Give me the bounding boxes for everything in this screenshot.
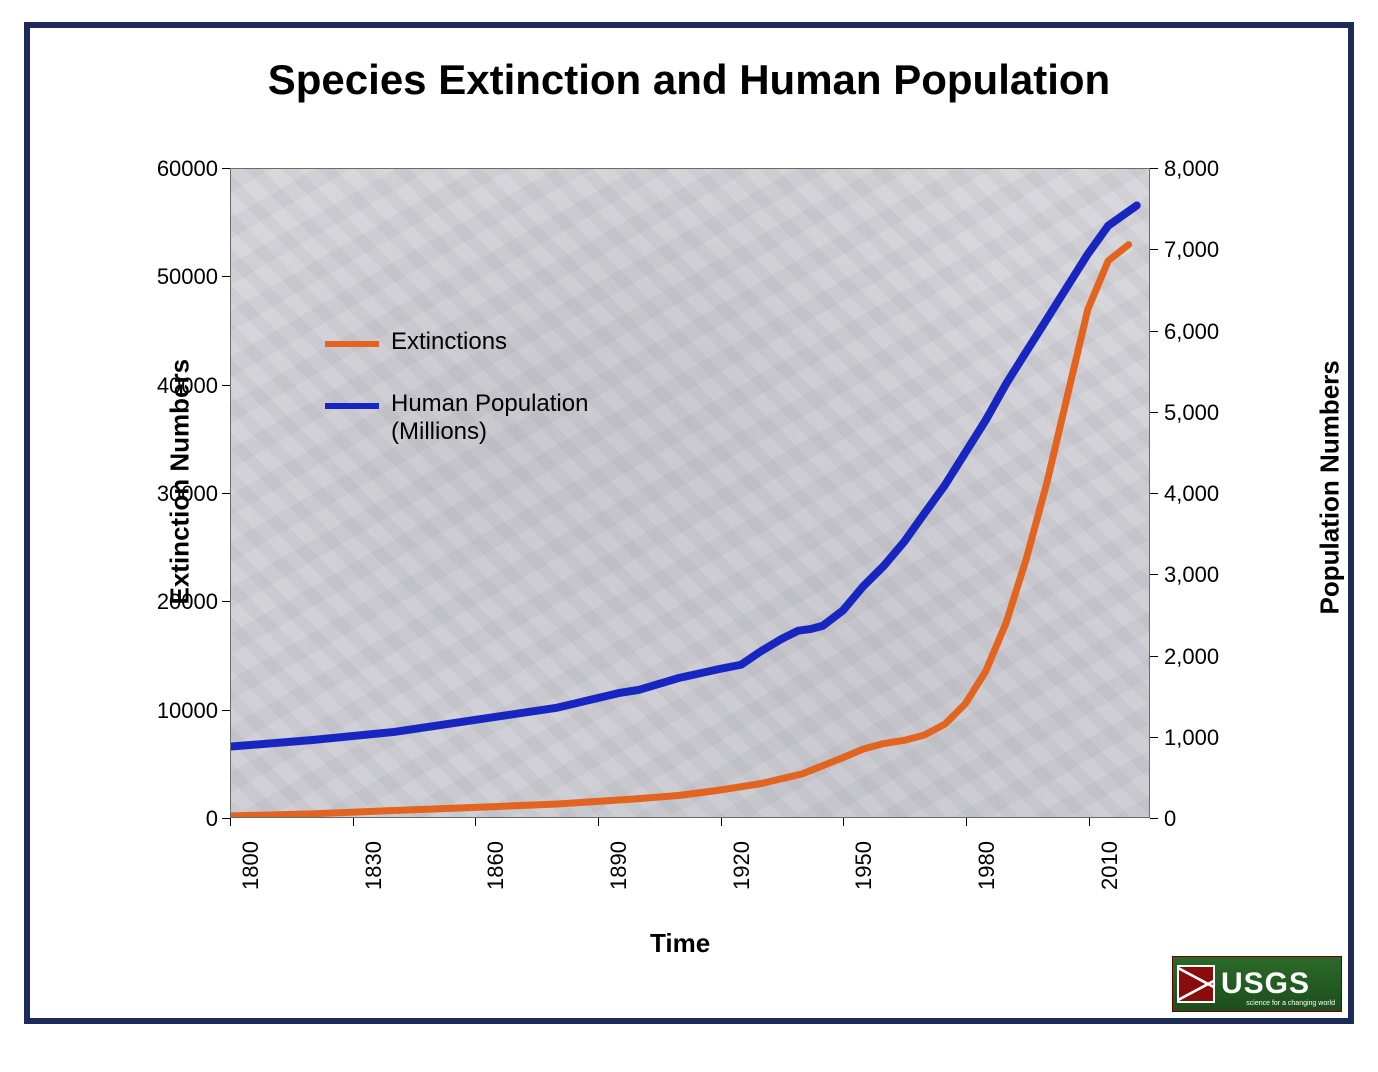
x-tick <box>230 818 231 826</box>
usgs-logo-text: USGS <box>1221 969 1310 999</box>
y-right-tick-label: 5,000 <box>1164 400 1219 426</box>
legend: Extinctions Human Population (Millions) <box>325 328 625 492</box>
y-left-tick-label: 10000 <box>157 698 218 724</box>
y-left-tick <box>222 710 230 711</box>
y-axis-right-label: Population Numbers <box>1315 375 1346 615</box>
y-right-tick-label: 2,000 <box>1164 644 1219 670</box>
y-right-tick-label: 3,000 <box>1164 562 1219 588</box>
x-tick-label: 1890 <box>606 841 632 890</box>
x-tick <box>598 818 599 826</box>
y-right-tick-label: 8,000 <box>1164 156 1219 182</box>
y-left-tick <box>222 168 230 169</box>
x-tick <box>843 818 844 826</box>
x-tick <box>353 818 354 826</box>
y-right-tick-label: 4,000 <box>1164 481 1219 507</box>
x-tick-label: 1860 <box>483 841 509 890</box>
x-axis-label: Time <box>650 928 710 959</box>
plot-area <box>230 168 1150 818</box>
y-right-tick <box>1150 168 1158 169</box>
usgs-logo-subtext: science for a changing world <box>1246 1000 1335 1007</box>
y-left-tick-label: 60000 <box>157 156 218 182</box>
chart-frame: Species Extinction and Human Population … <box>24 22 1354 1024</box>
x-tick-label: 2010 <box>1097 841 1123 890</box>
y-right-tick <box>1150 331 1158 332</box>
y-right-tick <box>1150 737 1158 738</box>
y-left-tick <box>222 601 230 602</box>
y-right-tick-label: 6,000 <box>1164 319 1219 345</box>
y-left-tick <box>222 818 230 819</box>
y-left-tick-label: 50000 <box>157 264 218 290</box>
y-right-tick-label: 1,000 <box>1164 725 1219 751</box>
y-left-tick <box>222 276 230 277</box>
legend-label: Extinctions <box>391 328 507 356</box>
y-right-tick-label: 0 <box>1164 806 1176 832</box>
x-tick <box>721 818 722 826</box>
chart-lines-svg <box>231 169 1149 817</box>
x-tick-label: 1950 <box>851 841 877 890</box>
y-right-tick <box>1150 412 1158 413</box>
y-right-tick <box>1150 574 1158 575</box>
chart-title: Species Extinction and Human Population <box>30 56 1348 104</box>
x-tick-label: 1800 <box>238 841 264 890</box>
y-left-tick <box>222 385 230 386</box>
legend-swatch <box>325 403 379 409</box>
y-right-tick <box>1150 818 1158 819</box>
usgs-flag-icon <box>1177 965 1215 1003</box>
legend-label: Human Population (Millions) <box>391 390 588 446</box>
y-right-tick-label: 7,000 <box>1164 237 1219 263</box>
x-tick-label: 1980 <box>974 841 1000 890</box>
x-tick <box>475 818 476 826</box>
usgs-logo: USGS science for a changing world <box>1172 956 1342 1012</box>
y-right-tick <box>1150 656 1158 657</box>
y-left-tick <box>222 493 230 494</box>
y-axis-left-label: Extinction Numbers <box>165 385 196 605</box>
legend-swatch <box>325 341 379 347</box>
x-tick-label: 1920 <box>729 841 755 890</box>
x-tick <box>966 818 967 826</box>
x-tick <box>1089 818 1090 826</box>
y-left-tick-label: 0 <box>206 806 218 832</box>
y-right-tick <box>1150 249 1158 250</box>
x-tick-label: 1830 <box>361 841 387 890</box>
y-right-tick <box>1150 493 1158 494</box>
